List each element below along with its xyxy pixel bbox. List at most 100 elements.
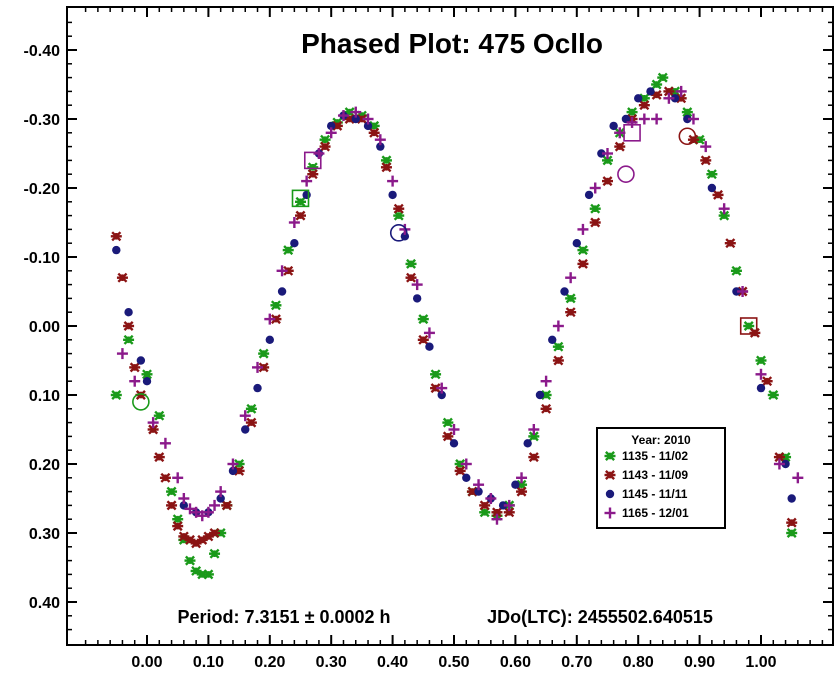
data-point-s4-18 xyxy=(288,217,300,228)
data-point-s2-35 xyxy=(442,431,454,442)
data-point-s2-33 xyxy=(417,334,429,345)
data-point-s4-7 xyxy=(184,503,196,515)
data-point-s1-39 xyxy=(528,431,540,442)
data-point-s2-47 xyxy=(589,217,601,228)
open-marker-3 xyxy=(389,224,408,242)
data-point-s2-16 xyxy=(209,528,221,538)
data-point-s4-57 xyxy=(792,472,804,484)
data-point-s4-12 xyxy=(215,486,227,498)
data-point-s1-31 xyxy=(430,369,442,380)
data-point-s1-61 xyxy=(786,528,798,538)
data-point-s4-46 xyxy=(626,116,638,128)
jdo-annotation: JDo(LTC): 2455502.640515 xyxy=(487,607,713,627)
data-point-s4-19 xyxy=(301,175,313,187)
data-point-s2-42 xyxy=(528,452,540,463)
data-point-s3-36 xyxy=(560,287,569,296)
data-point-s4-15 xyxy=(252,361,264,373)
data-point-s3-37 xyxy=(572,239,581,248)
data-point-s2-38 xyxy=(479,500,491,511)
data-point-s4-31 xyxy=(448,424,460,435)
data-point-s3-19 xyxy=(351,114,360,124)
data-point-s4-38 xyxy=(528,424,540,435)
period-annotation: Period: 7.3151 ± 0.0002 h xyxy=(178,607,391,627)
data-point-s4-5 xyxy=(172,472,184,484)
legend-entry: 1145 - 11/11 xyxy=(605,487,688,501)
data-point-s4-25 xyxy=(374,134,386,146)
legend-label: 1143 - 11/09 xyxy=(622,468,688,482)
legend-marker xyxy=(604,451,616,461)
y-tick-label: 0.20 xyxy=(29,457,60,474)
data-point-s3-41 xyxy=(621,114,631,124)
data-point-s3-11 xyxy=(253,383,262,393)
data-point-s1-1 xyxy=(110,390,122,400)
data-point-s3-50 xyxy=(787,494,796,503)
data-point-s4-33 xyxy=(473,479,485,491)
data-point-s4-17 xyxy=(276,265,288,277)
data-point-s1-8 xyxy=(184,555,196,566)
data-point-s2-3 xyxy=(123,321,135,331)
x-tick-label: 0.30 xyxy=(316,654,347,671)
data-point-s4-14 xyxy=(239,410,251,422)
data-point-s1-12 xyxy=(209,548,221,559)
data-point-s1-18 xyxy=(270,300,282,311)
data-point-s4-20 xyxy=(313,148,325,159)
data-point-s2-60 xyxy=(749,327,761,338)
data-point-s2-19 xyxy=(245,417,257,428)
data-point-s2-48 xyxy=(602,176,613,187)
data-point-s3-43 xyxy=(646,87,655,96)
data-point-s4-55 xyxy=(755,368,767,380)
data-point-s2-61 xyxy=(761,376,773,387)
data-point-s4-2 xyxy=(129,375,141,387)
data-point-s2-58 xyxy=(724,238,736,249)
data-point-s3-39 xyxy=(597,149,606,158)
data-point-s3-1 xyxy=(112,245,121,255)
data-point-s3-34 xyxy=(535,390,545,400)
data-point-s3-31 xyxy=(498,501,508,510)
data-point-s2-24 xyxy=(307,169,319,180)
data-point-s2-10 xyxy=(172,521,184,532)
legend-label: 1165 - 12/01 xyxy=(622,506,689,520)
legend-label: 1145 - 11/11 xyxy=(622,487,688,501)
y-axis: -0.40 -0.30 -0.20 -0.10 0.00 0.10 0.20 0.30 0.40 xyxy=(24,21,833,631)
x-tick-label: 0.80 xyxy=(623,654,654,671)
data-point-s2-57 xyxy=(712,189,724,200)
data-point-s3-2 xyxy=(124,308,133,317)
data-point-s2-34 xyxy=(430,383,442,394)
data-point-s3-46 xyxy=(707,183,717,193)
x-tick-label: 0.10 xyxy=(193,654,224,671)
x-tick-label: 0.50 xyxy=(438,654,469,671)
data-point-s1-41 xyxy=(552,341,564,352)
data-point-s1-50 xyxy=(657,72,669,83)
data-point-s2-1 xyxy=(110,231,122,242)
data-point-s4-52 xyxy=(700,141,712,153)
data-point-s4-30 xyxy=(436,382,448,394)
y-tick-label: -0.20 xyxy=(24,181,61,198)
data-point-s1-57 xyxy=(743,321,755,331)
legend-marker xyxy=(605,489,615,499)
y-tick-label: -0.30 xyxy=(24,112,61,129)
data-point-s3-3 xyxy=(136,356,146,365)
data-point-s3-38 xyxy=(584,190,594,200)
data-point-s4-53 xyxy=(718,203,730,215)
data-point-s1-49 xyxy=(651,79,663,90)
legend-marker xyxy=(604,507,616,519)
data-point-s4-21 xyxy=(325,127,337,139)
data-point-s4-39 xyxy=(540,375,552,387)
open-marker-5 xyxy=(623,124,641,142)
data-point-s3-14 xyxy=(290,239,299,248)
data-point-s2-49 xyxy=(614,141,626,152)
data-point-s2-43 xyxy=(540,403,552,414)
data-point-s3-27 xyxy=(449,439,459,448)
data-point-s3-5 xyxy=(179,501,189,510)
legend: Year: 2010 1135 - 11/02 1143 - 11/09 1145 … xyxy=(596,427,726,529)
data-point-s4-28 xyxy=(411,279,423,291)
data-point-s2-32 xyxy=(405,272,417,283)
data-point-s4-22 xyxy=(337,110,349,122)
data-point-s4-3 xyxy=(147,417,159,429)
legend-entry: 1165 - 12/01 xyxy=(604,506,689,520)
data-point-s4-13 xyxy=(227,458,239,470)
data-point-s4-35 xyxy=(491,513,503,525)
data-point-s3-12 xyxy=(265,335,274,344)
data-point-s2-55 xyxy=(687,134,699,145)
